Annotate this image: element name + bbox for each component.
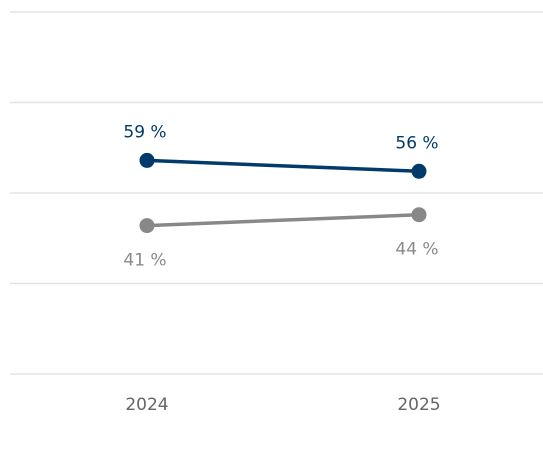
data-label: 59 %: [123, 122, 166, 142]
data-label: 44 %: [395, 240, 438, 260]
data-label: 56 %: [395, 133, 438, 153]
x-tick-label: 2025: [397, 395, 440, 415]
x-axis-tick-labels: 2024 2025: [125, 395, 440, 415]
series-layer: 59 % 56 % 41 % 44 %: [123, 122, 438, 270]
data-point: [411, 207, 427, 223]
gridlines: [10, 11, 543, 375]
data-point: [139, 218, 155, 234]
series-0: 59 % 56 %: [123, 122, 439, 179]
series-1: 41 % 44 %: [123, 207, 439, 271]
x-tick-label: 2024: [125, 395, 168, 415]
data-point: [411, 163, 427, 179]
series-line: [145, 212, 421, 228]
data-point: [139, 152, 155, 168]
data-label: 41 %: [123, 251, 166, 271]
series-line: [145, 158, 421, 174]
